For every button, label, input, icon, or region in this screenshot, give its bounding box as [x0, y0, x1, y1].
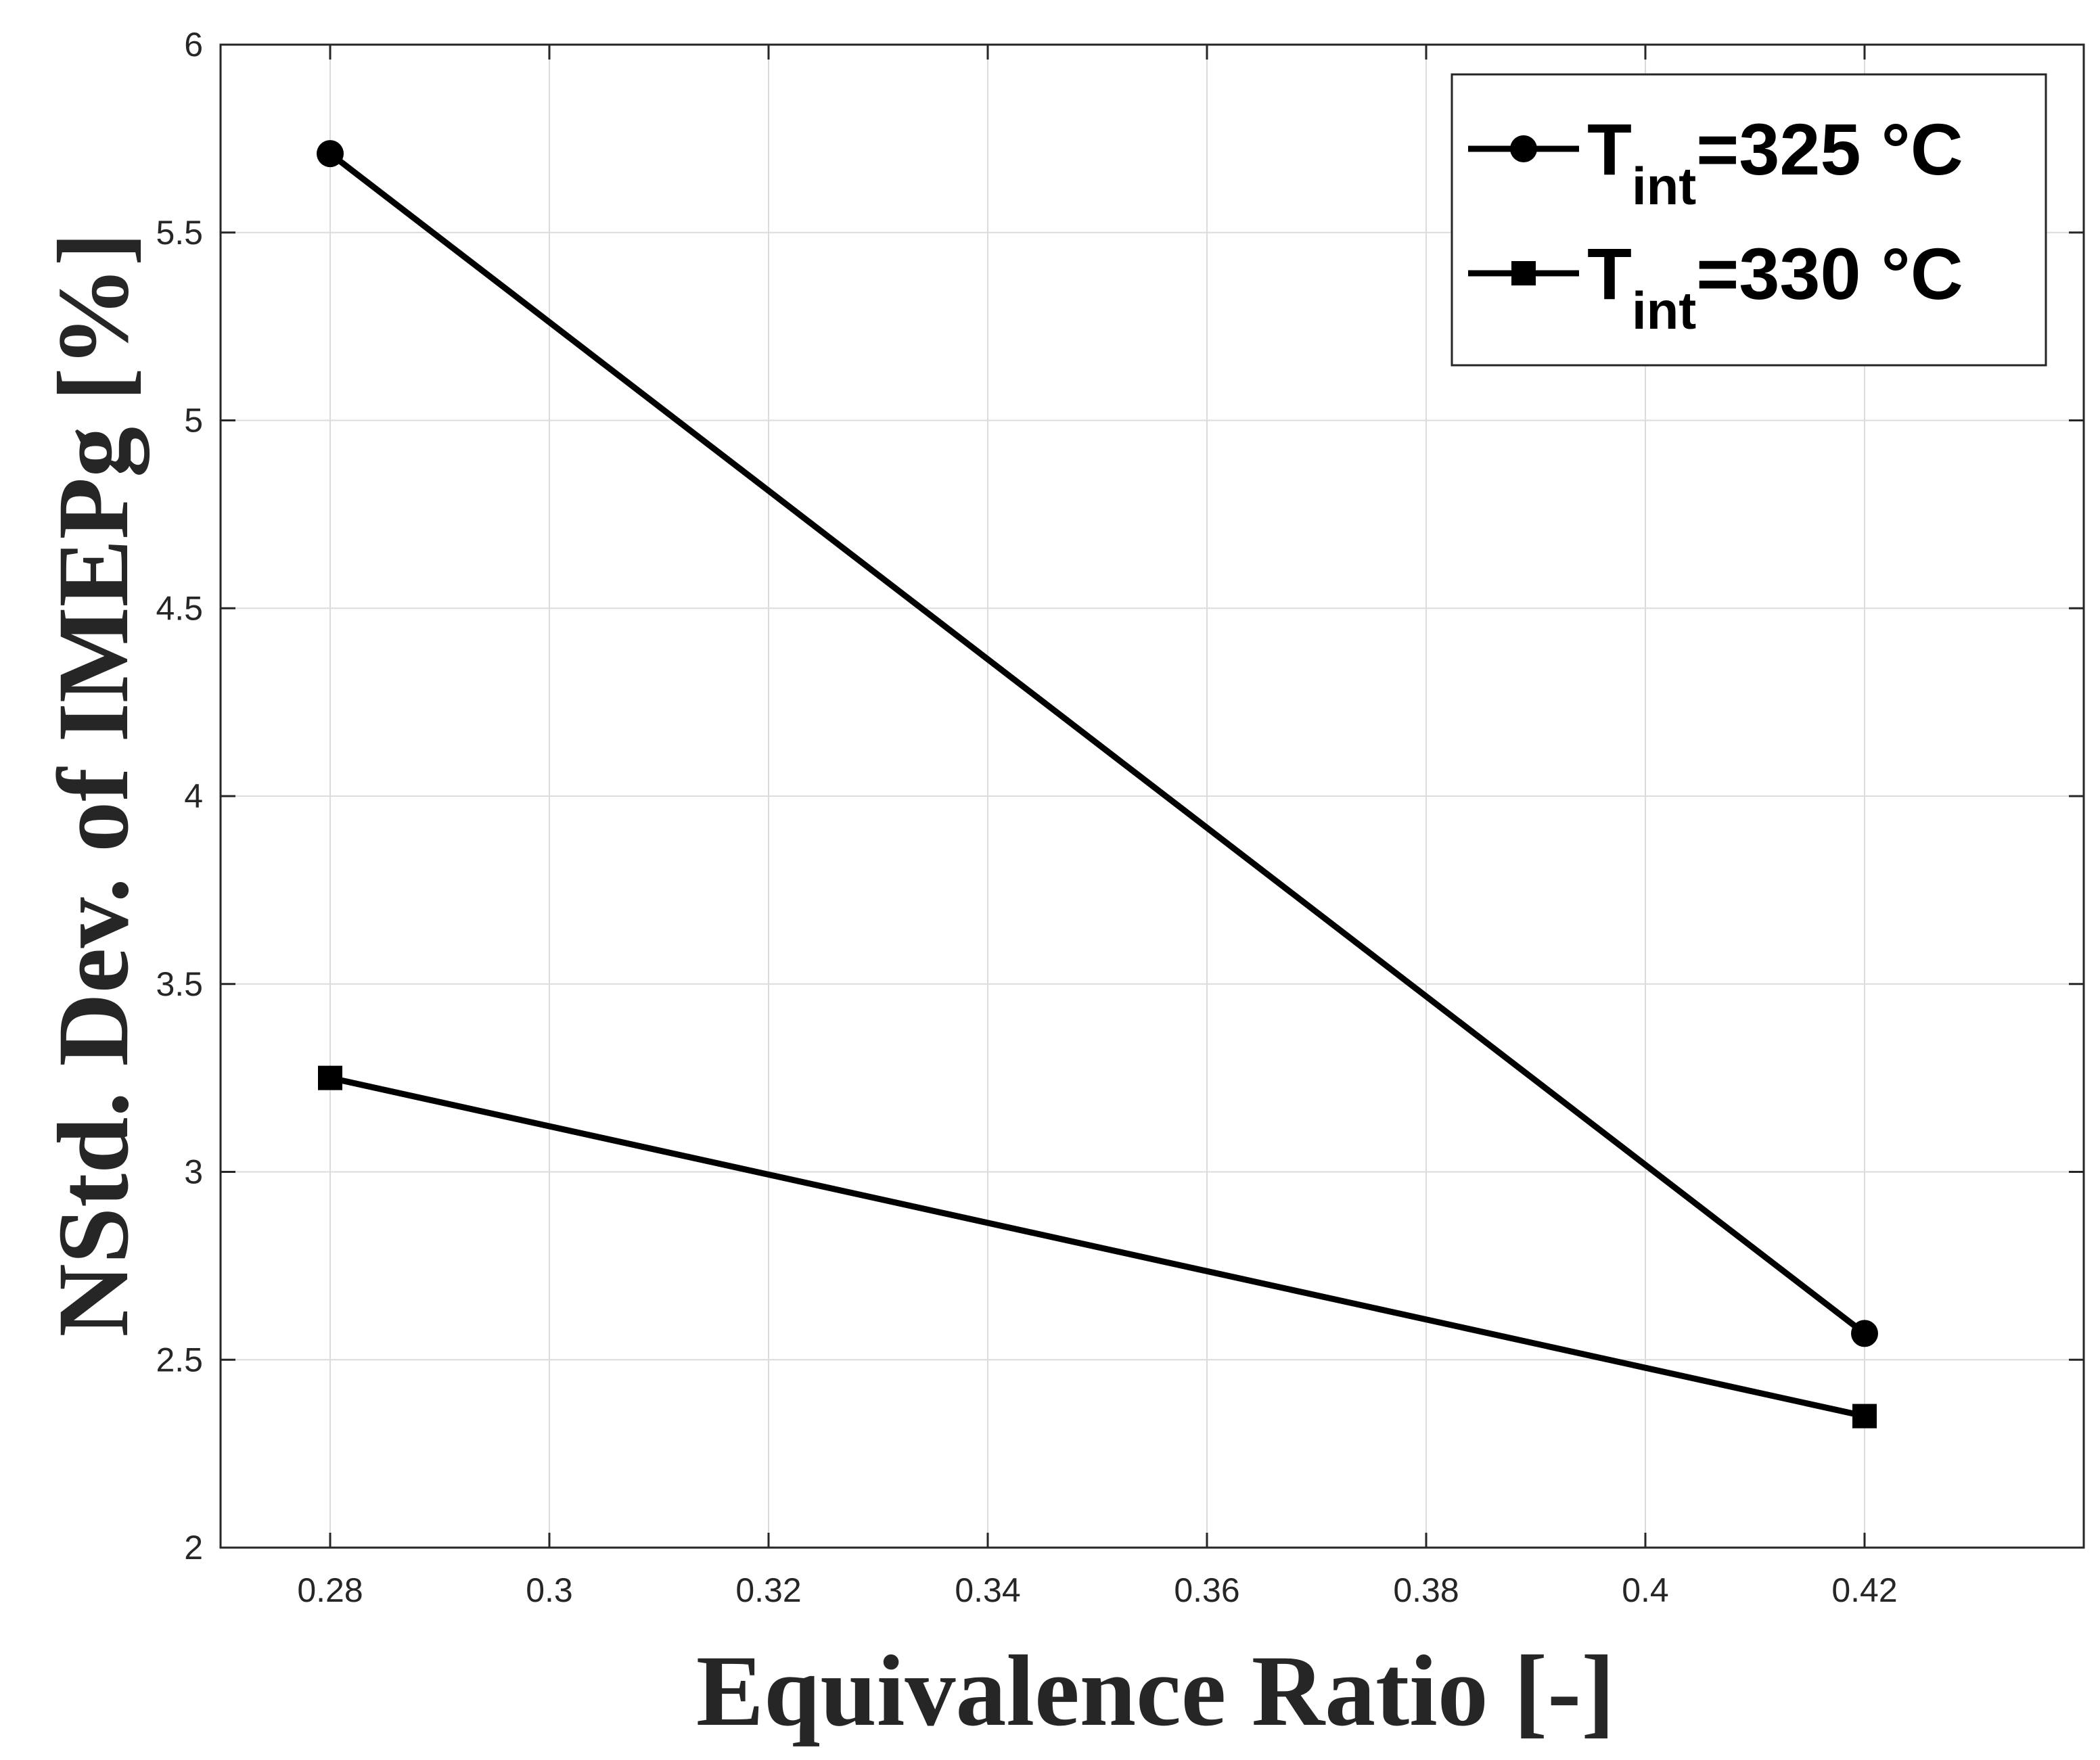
y-axis-title: NStd. Dev. of IMEPg [%]: [37, 232, 150, 1337]
x-tick-label: 0.42: [1831, 1571, 1897, 1609]
y-tick-label: 4: [184, 777, 203, 815]
legend-box: [1451, 73, 2047, 367]
legend-label-main: T: [1587, 108, 1632, 190]
x-axis-title: Equivalence Ratio [-]: [696, 1635, 1615, 1747]
series-1: [317, 140, 1878, 1347]
legend-label-main: T: [1587, 233, 1632, 315]
series-line: [328, 151, 1867, 1336]
x-tick-label: 0.4: [1622, 1571, 1669, 1609]
y-tick-label: 3.5: [156, 965, 203, 1003]
legend-label-rest: =325 °C: [1696, 108, 1963, 190]
series-line: [329, 1075, 1865, 1419]
square-data-point: [318, 1065, 342, 1090]
y-tick-label: 3: [184, 1153, 203, 1191]
axis-ticks: 0.28 0.3 0.32 0.34 0.36 0.38 0.4 0.42 2 2.5 3 3.5 4 4…: [156, 26, 2084, 1609]
legend-item: Tint=325 °C: [1468, 108, 1963, 216]
data-series: [317, 140, 1878, 1429]
y-tick-label: 4.5: [156, 589, 203, 627]
y-tick-label: 5: [184, 402, 203, 440]
x-tick-label: 0.32: [735, 1571, 801, 1609]
y-tick-label: 2: [184, 1529, 203, 1567]
x-tick-label: 0.3: [526, 1571, 573, 1609]
legend-label-subscript: int: [1632, 156, 1696, 216]
x-tick-label: 0.38: [1393, 1571, 1459, 1609]
y-tick-label: 2.5: [156, 1341, 203, 1379]
legend-label: Tint=330 °C: [1587, 233, 1963, 340]
legend-circle-marker: [1510, 135, 1537, 162]
legend-square-marker: [1511, 261, 1536, 285]
x-tick-label: 0.28: [297, 1571, 363, 1609]
x-tick-label: 0.34: [955, 1571, 1020, 1609]
y-tick-label: 6: [184, 26, 203, 64]
x-tick-label: 0.36: [1174, 1571, 1239, 1609]
circle-data-point: [1851, 1320, 1878, 1347]
legend-label: Tint=325 °C: [1587, 108, 1963, 216]
circle-data-point: [317, 140, 344, 168]
square-data-point: [1852, 1404, 1877, 1429]
legend-label-subscript: int: [1632, 281, 1696, 340]
legend-label-rest: =330 °C: [1696, 233, 1963, 315]
y-tick-label: 5.5: [156, 214, 203, 252]
legend-item: Tint=330 °C: [1468, 233, 1963, 340]
series-2: [318, 1065, 1877, 1429]
